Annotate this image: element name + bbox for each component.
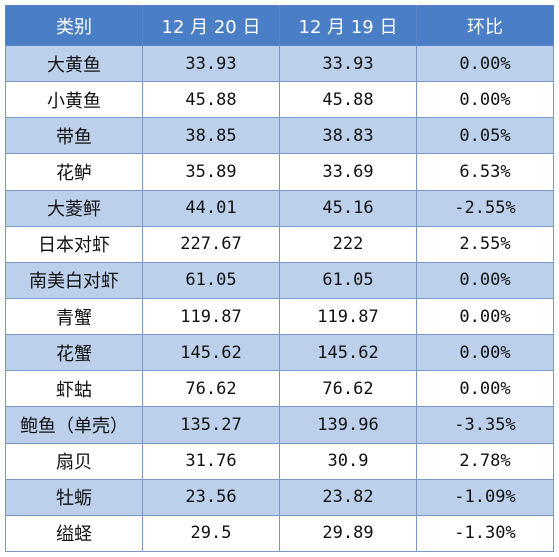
table-body: 大黄鱼 33.93 33.93 0.00% 小黄鱼 45.88 45.88 0.00% 带鱼 38…: [5, 44, 554, 553]
header-category: 类别: [5, 5, 143, 46]
cell-dec19: 61.05: [279, 261, 417, 299]
table-row: 大菱鲆 44.01 45.16 -2.55%: [5, 189, 554, 227]
cell-change: -2.55%: [416, 189, 554, 227]
cell-dec20: 227.67: [142, 225, 280, 263]
cell-name: 带鱼: [5, 117, 143, 155]
cell-dec19: 30.9: [279, 442, 417, 480]
cell-dec20: 135.27: [142, 406, 280, 444]
cell-dec19: 76.62: [279, 370, 417, 408]
cell-dec20: 33.93: [142, 44, 280, 83]
cell-name: 鲍鱼（单壳）: [5, 406, 143, 444]
cell-name: 南美白对虾: [5, 261, 143, 299]
header-dec20: 12 月 20 日: [142, 5, 280, 46]
table-row: 牡蛎 23.56 23.82 -1.09%: [5, 478, 554, 516]
table-header: 类别 12 月 20 日 12 月 19 日 环比: [5, 5, 554, 46]
cell-change: 0.00%: [416, 297, 554, 336]
cell-change: -1.30%: [416, 514, 554, 553]
cell-change: 2.55%: [416, 225, 554, 263]
cell-dec20: 44.01: [142, 189, 280, 227]
table-row: 日本对虾 227.67 222 2.55%: [5, 225, 554, 263]
cell-dec19: 38.83: [279, 117, 417, 155]
cell-name: 大菱鲆: [5, 189, 143, 227]
cell-change: 0.00%: [416, 81, 554, 119]
cell-dec19: 145.62: [279, 334, 417, 372]
cell-name: 青蟹: [5, 297, 143, 336]
cell-dec19: 29.89: [279, 514, 417, 553]
cell-dec19: 45.16: [279, 189, 417, 227]
table-row: 大黄鱼 33.93 33.93 0.00%: [5, 44, 554, 83]
header-change: 环比: [416, 5, 554, 46]
cell-dec19: 45.88: [279, 81, 417, 119]
cell-dec20: 61.05: [142, 261, 280, 299]
cell-name: 牡蛎: [5, 478, 143, 516]
cell-name: 花鲈: [5, 153, 143, 191]
cell-change: 0.00%: [416, 370, 554, 408]
cell-dec20: 31.76: [142, 442, 280, 480]
table-row: 虾蛄 76.62 76.62 0.00%: [5, 370, 554, 408]
table-row: 花蟹 145.62 145.62 0.00%: [5, 334, 554, 372]
cell-dec19: 119.87: [279, 297, 417, 336]
table-row: 小黄鱼 45.88 45.88 0.00%: [5, 81, 554, 119]
cell-name: 大黄鱼: [5, 44, 143, 83]
cell-name: 虾蛄: [5, 370, 143, 408]
price-table: 类别 12 月 20 日 12 月 19 日 环比 大黄鱼 33.93 33.93 0…: [5, 5, 554, 553]
cell-change: -3.35%: [416, 406, 554, 444]
cell-change: 2.78%: [416, 442, 554, 480]
cell-dec19: 222: [279, 225, 417, 263]
cell-dec20: 45.88: [142, 81, 280, 119]
cell-name: 扇贝: [5, 442, 143, 480]
table-row: 鲍鱼（单壳） 135.27 139.96 -3.35%: [5, 406, 554, 444]
cell-dec20: 38.85: [142, 117, 280, 155]
cell-change: 0.00%: [416, 261, 554, 299]
cell-dec20: 145.62: [142, 334, 280, 372]
table-row: 带鱼 38.85 38.83 0.05%: [5, 117, 554, 155]
cell-change: 0.00%: [416, 44, 554, 83]
cell-dec20: 76.62: [142, 370, 280, 408]
table-row: 青蟹 119.87 119.87 0.00%: [5, 297, 554, 336]
table-row: 花鲈 35.89 33.69 6.53%: [5, 153, 554, 191]
cell-change: -1.09%: [416, 478, 554, 516]
cell-dec19: 33.69: [279, 153, 417, 191]
table-row: 扇贝 31.76 30.9 2.78%: [5, 442, 554, 480]
cell-dec19: 33.93: [279, 44, 417, 83]
cell-dec20: 119.87: [142, 297, 280, 336]
cell-dec19: 23.82: [279, 478, 417, 516]
cell-dec20: 23.56: [142, 478, 280, 516]
cell-name: 花蟹: [5, 334, 143, 372]
cell-change: 0.00%: [416, 334, 554, 372]
header-dec19: 12 月 19 日: [279, 5, 417, 46]
cell-dec19: 139.96: [279, 406, 417, 444]
cell-name: 小黄鱼: [5, 81, 143, 119]
cell-name: 日本对虾: [5, 225, 143, 263]
cell-change: 0.05%: [416, 117, 554, 155]
cell-dec20: 29.5: [142, 514, 280, 553]
table-row: 缢蛏 29.5 29.89 -1.30%: [5, 514, 554, 553]
cell-change: 6.53%: [416, 153, 554, 191]
table-row: 南美白对虾 61.05 61.05 0.00%: [5, 261, 554, 299]
header-row: 类别 12 月 20 日 12 月 19 日 环比: [5, 5, 554, 46]
cell-dec20: 35.89: [142, 153, 280, 191]
cell-name: 缢蛏: [5, 514, 143, 553]
